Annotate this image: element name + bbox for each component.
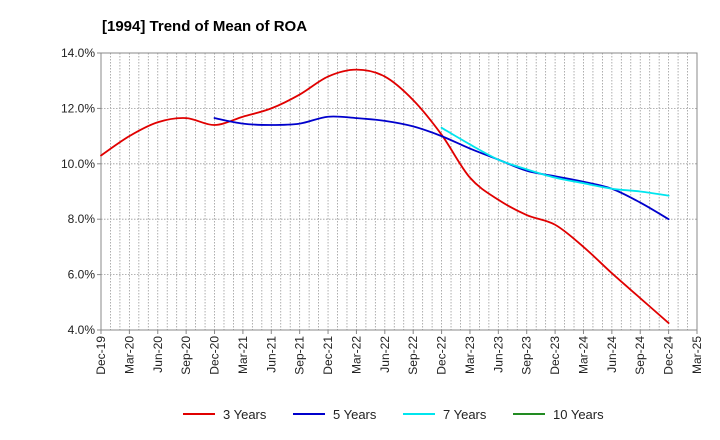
x-tick-label: Mar-25 [690,336,704,374]
x-tick-label: Mar-24 [576,336,590,374]
x-tick-label: Dec-24 [662,336,676,375]
y-tick-label: 4.0% [68,323,96,337]
y-tick-label: 12.0% [61,101,95,115]
legend-label-7-years: 7 Years [443,407,487,422]
chart-title: [1994] Trend of Mean of ROA [102,18,307,35]
series-line-7-years [440,126,670,197]
x-tick-label: Jun-20 [151,336,165,373]
x-tick-label: Jun-23 [491,336,505,373]
x-tick-label: Dec-23 [548,336,562,375]
y-tick-label: 6.0% [68,268,96,282]
x-tick-label: Dec-19 [94,336,108,375]
x-tick-label: Jun-21 [264,336,278,373]
y-tick-label: 8.0% [68,212,96,226]
x-tick-label: Dec-20 [208,336,222,375]
x-tick-label: Mar-21 [236,336,250,374]
x-tick-label: Mar-22 [349,336,363,374]
x-tick-label: Sep-20 [179,336,193,375]
y-tick-label: 14.0% [61,46,95,60]
x-tick-label: Sep-24 [633,336,647,375]
series-line-5-years [213,115,670,221]
x-tick-label: Sep-21 [293,336,307,375]
x-tick-label: Mar-23 [463,336,477,374]
legend-label-5-years: 5 Years [333,407,377,422]
x-tick-label: Jun-24 [605,336,619,373]
x-tick-label: Jun-22 [378,336,392,373]
legend-label-10-years: 10 Years [553,407,604,422]
x-tick-label: Sep-22 [406,336,420,375]
y-tick-label: 10.0% [61,157,95,171]
x-tick-label: Dec-22 [435,336,449,375]
legend-label-3-years: 3 Years [223,407,267,422]
plot-frame [100,52,698,331]
x-tick-label: Mar-20 [122,336,136,374]
series-line-3-years [100,68,670,324]
x-tick-label: Dec-21 [321,336,335,375]
x-tick-label: Sep-23 [520,336,534,375]
plot-area [101,53,697,330]
